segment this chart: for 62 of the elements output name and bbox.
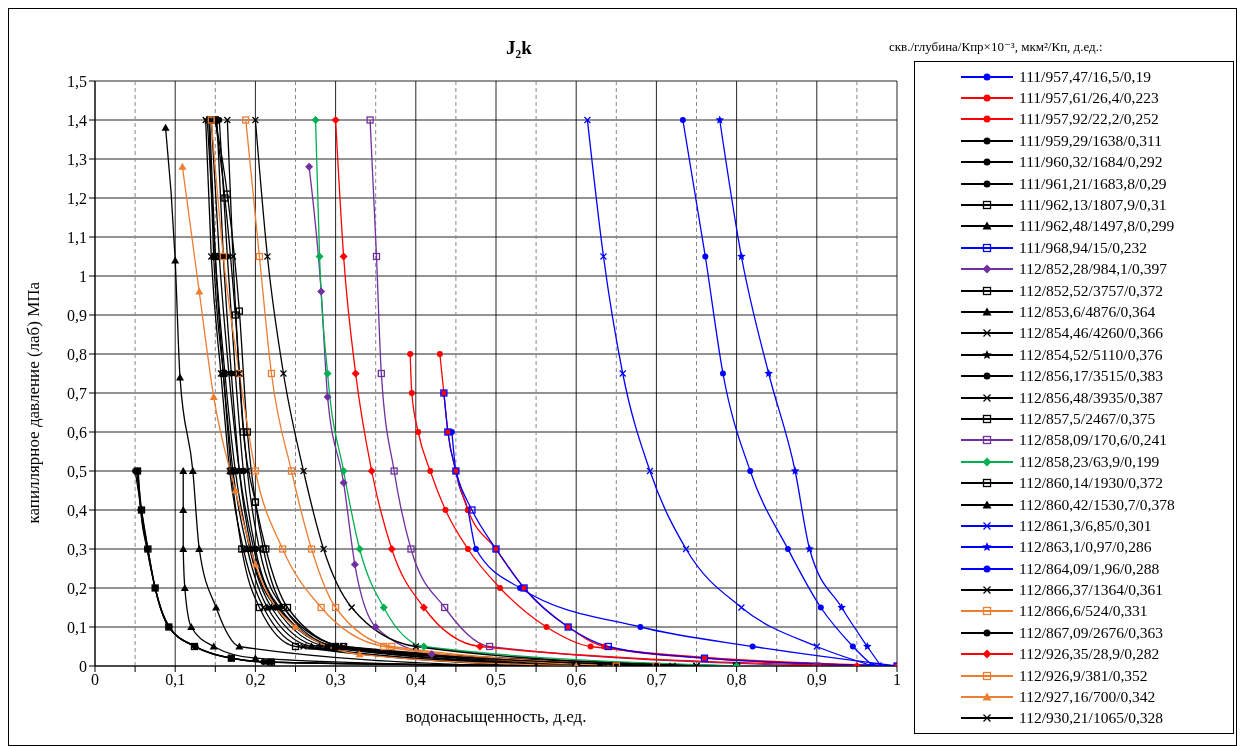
y-tick-label: 0,2: [67, 579, 87, 597]
legend-label: 111/961,21/1683,8/0,29: [1019, 174, 1167, 193]
legend-label: 112/864,09/1,96/0,288: [1019, 559, 1160, 578]
x-tick-label: 0,1: [165, 671, 186, 689]
y-tick-label: 1,5: [67, 72, 87, 90]
legend-label: 111/960,32/1684/0,292: [1019, 153, 1163, 172]
legend-label: 112/866,6/524/0,331: [1019, 602, 1148, 621]
legend-title: скв./глубина/Кпр×10⁻³, мкм²/Кп, д.ед.:: [889, 39, 1103, 55]
legend-label: 112/856,17/3515/0,383: [1019, 367, 1164, 386]
legend-label: 112/863,1/0,97/0,286: [1019, 538, 1152, 557]
legend-label: 112/860,42/1530,7/0,378: [1019, 495, 1175, 514]
legend-label: 112/866,37/1364/0,361: [1019, 581, 1164, 600]
chart-title: J₂k: [506, 37, 532, 58]
legend-label: 112/930,21/1065/0,328: [1019, 709, 1164, 728]
legend-label: 111/962,13/1807,9/0,31: [1019, 196, 1167, 215]
y-tick-label: 0,9: [67, 306, 87, 324]
y-tick-label: 0: [79, 657, 87, 675]
legend-label: 112/867,09/2676/0,363: [1019, 623, 1164, 642]
y-tick-label: 0,7: [67, 384, 87, 402]
y-tick-label: 0,5: [67, 462, 87, 480]
legend-label: 111/968,94/15/0,232: [1019, 238, 1148, 257]
x-tick-label: 0: [91, 671, 99, 689]
y-tick-label: 0,1: [67, 618, 87, 636]
legend-label: 112/853,6/4876/0,364: [1019, 302, 1156, 321]
legend-label: 112/926,35/28,9/0,282: [1019, 645, 1160, 664]
y-tick-label: 0,8: [67, 345, 87, 363]
x-tick-label: 0,7: [646, 671, 667, 689]
legend-label: 111/962,48/1497,8/0,299: [1019, 217, 1175, 236]
y-axis-title: капиллярное давление (лаб) МПа: [24, 281, 44, 524]
legend-label: 112/854,52/5110/0,376: [1019, 345, 1163, 364]
legend-label: 112/852,28/984,1/0,397: [1019, 260, 1167, 279]
x-tick-label: 0,5: [486, 671, 506, 689]
legend-label: 111/959,29/1638/0,311: [1019, 131, 1162, 150]
x-tick-label: 1: [893, 671, 901, 689]
legend-label: 112/860,14/1930/0,372: [1019, 474, 1164, 493]
legend-label: 112/927,16/700/0,342: [1019, 688, 1156, 707]
y-tick-label: 1,2: [67, 189, 87, 207]
legend-label: 112/858,09/170,6/0,241: [1019, 431, 1167, 450]
x-axis-title: водонасыщенность, д.ед.: [405, 707, 587, 726]
y-tick-label: 1,3: [67, 150, 87, 168]
y-tick-label: 1,4: [67, 111, 87, 129]
legend-label: 112/854,46/4260/0,366: [1019, 324, 1164, 343]
legend-label: 112/926,9/381/0,352: [1019, 666, 1148, 685]
x-tick-label: 0,4: [405, 671, 426, 689]
y-tick-label: 1,1: [67, 228, 87, 246]
y-tick-label: 0,4: [67, 501, 87, 519]
x-tick-label: 0,9: [806, 671, 827, 689]
y-tick-label: 0,3: [67, 540, 87, 558]
legend-label: 112/856,48/3935/0,387: [1019, 388, 1164, 407]
legend-label: 112/852,52/3757/0,372: [1019, 281, 1164, 300]
legend-label: 112/861,3/6,85/0,301: [1019, 516, 1152, 535]
x-tick-label: 0,3: [325, 671, 346, 689]
legend-label: 112/858,23/63,9/0,199: [1019, 452, 1160, 471]
y-tick-label: 1: [79, 267, 87, 285]
y-tick-label: 0,6: [67, 423, 87, 441]
x-tick-label: 0,8: [726, 671, 747, 689]
legend-label: 111/957,61/26,4/0,223: [1019, 89, 1159, 108]
x-tick-label: 0,6: [566, 671, 587, 689]
legend-label: 111/957,92/22,2/0,252: [1019, 110, 1159, 129]
legend-label: 111/957,47/16,5/0,19: [1019, 67, 1151, 86]
legend-label: 112/857,5/2467/0,375: [1019, 409, 1156, 428]
x-tick-label: 0,2: [245, 671, 266, 689]
